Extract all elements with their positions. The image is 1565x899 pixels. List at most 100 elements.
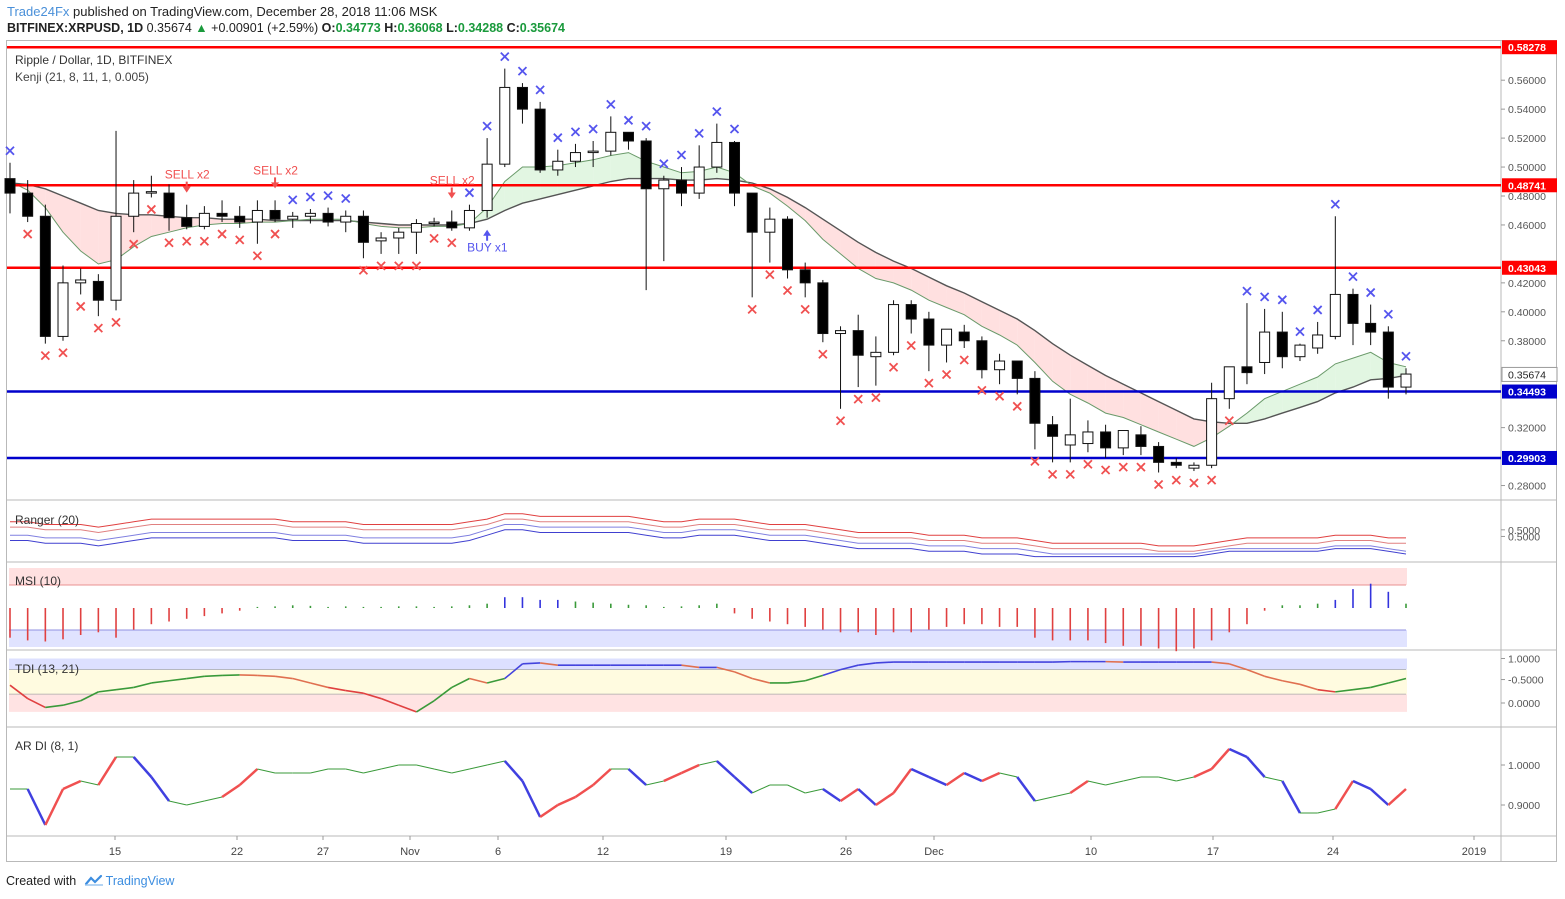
ardi-line-segment [1052,792,1071,798]
candle-body [357,215,369,243]
kenji-fill-segment [1158,401,1177,440]
candle-body [516,86,528,110]
trend-x-marker [977,385,987,396]
candle-body [92,280,104,301]
ardi-line-segment [1246,756,1266,778]
ardi-line-segment [150,776,171,802]
footer: Created with TradingView [6,874,174,889]
tdi-line-segment [1229,663,1248,671]
ardi-line-segment [1193,767,1213,779]
candle-body [569,152,581,162]
ardi-line-segment [822,787,842,803]
tdi-line-segment [133,682,152,689]
tdi-line-segment [751,677,771,684]
trend-x-marker [93,323,103,333]
price-level-tag [1502,384,1557,399]
kenji-fill-segment [610,152,629,182]
price-change: +0.00901 (+2.59%) [211,21,319,35]
trend-x-marker [23,229,33,239]
time-tick-label: 2019 [1462,846,1486,858]
buy-arrow-icon [483,229,492,241]
price-level-tag [1502,450,1557,465]
candle-body [269,209,281,220]
kenji-fill-segment [1140,392,1159,432]
trend-x-marker [835,416,846,426]
trend-x-marker [659,159,669,169]
tdi-line-segment [310,682,329,689]
msi-lower-zone [9,630,1407,647]
tradingview-link[interactable]: TradingView [105,874,175,888]
candle-body [693,166,705,194]
tdi-line-segment [875,661,894,664]
candle-body [322,212,334,223]
trend-x-marker [906,340,916,351]
trend-x-marker [606,99,616,110]
trend-x-marker [1206,475,1217,485]
trend-x-marker [5,146,15,156]
trend-x-marker [676,150,687,160]
trend-x-marker [111,317,121,327]
time-tick-label: 19 [720,846,732,858]
candle-body [1153,445,1165,463]
tdi-line-segment [257,674,276,678]
tdi-line-segment [327,686,346,692]
ranger-series-line [10,529,1407,558]
tdi-line-segment [1211,661,1230,665]
candle-body [75,279,87,284]
trend-x-marker [58,348,68,358]
candle-body [852,330,864,356]
tdi-line-segment [204,674,223,678]
trend-x-marker [959,355,969,365]
trend-x-marker [1136,462,1146,472]
ardi-line-segment [1281,780,1302,814]
trend-x-marker [1295,327,1305,337]
candle-body [499,86,511,165]
ardi-line-segment [132,756,153,778]
candle-body [1082,431,1094,445]
kenji-fill-segment [1335,358,1353,393]
kenji-fill-segment [981,301,1000,335]
trend-x-marker [358,265,369,275]
trend-x-marker [1313,305,1323,315]
tdi-line-segment [433,686,453,702]
trend-x-marker [623,115,634,125]
ardi-line-segment [699,760,717,766]
symbol-label: BITFINEX:XRPUSD, 1D [7,21,144,35]
tdi-line-segment [1352,686,1371,691]
kenji-fill-segment [1317,363,1336,402]
close-label: C: [506,21,520,35]
tdi-line-segment [787,679,806,684]
tdi-upper-zone [9,658,1407,670]
last-price: 0.35674 [146,21,192,35]
trend-x-marker [712,106,722,117]
trend-x-marker [800,304,810,314]
ardi-title: AR DI (8, 1) [15,739,78,753]
trend-x-marker [1012,401,1022,411]
kenji-fill-segment [575,159,594,191]
kenji-fast-line [9,152,1407,447]
candle-body [1347,293,1359,324]
publisher-link[interactable]: Trade24Fx [7,4,70,19]
trend-x-marker [1118,462,1128,472]
kenji-fill-segment [1352,352,1371,388]
trend-x-marker [305,192,316,202]
candle-body [605,131,617,152]
price-tick-label: 0.32000 [1508,423,1546,435]
kenji-fill-segment [27,184,46,208]
kenji-fill-segment [151,214,170,237]
ardi-line-segment [345,768,364,774]
trend-x-marker [782,285,793,296]
tdi-line-segment [734,671,753,680]
ardi-line-segment [928,775,948,787]
tdi-line-segment [716,666,735,673]
tdi-line-segment [504,663,523,680]
time-tick-label: Nov [400,846,420,858]
ardi-line-segment [487,760,505,766]
ardi-line-segment [257,768,276,774]
tdi-line-segment [274,675,293,680]
candle-body [958,331,970,342]
candle-body [1259,331,1271,363]
ardi-line-segment [663,771,683,783]
high-value: 0.36068 [397,21,443,35]
